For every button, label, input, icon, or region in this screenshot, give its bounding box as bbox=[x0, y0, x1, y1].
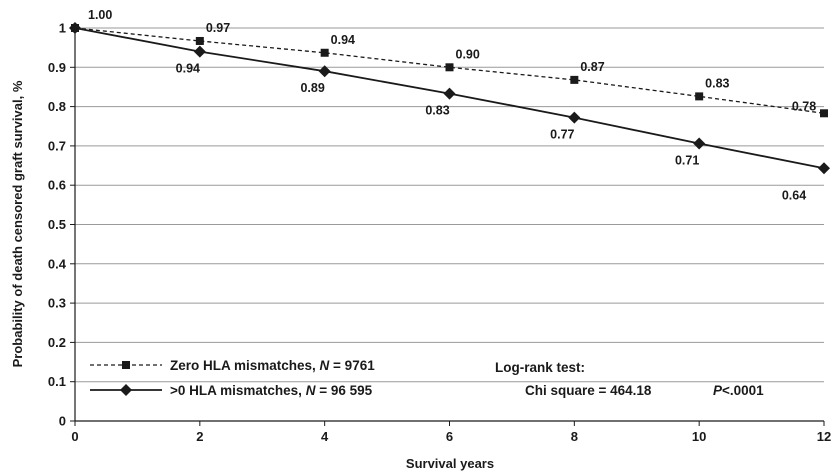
data-label: 0.87 bbox=[580, 60, 604, 74]
data-point-diamond bbox=[69, 22, 81, 34]
legend-marker-diamond bbox=[120, 384, 132, 396]
data-point-diamond bbox=[318, 65, 331, 78]
log-rank-title: Log-rank test: bbox=[495, 360, 585, 375]
p-value-number: <.0001 bbox=[722, 383, 764, 398]
y-tick-label: 0.5 bbox=[48, 217, 66, 232]
data-label: 0.97 bbox=[206, 21, 230, 35]
p-value: P<.0001 bbox=[713, 383, 764, 398]
legend-label-zero-n: N bbox=[320, 358, 330, 373]
data-point-diamond bbox=[693, 137, 706, 150]
series-markers bbox=[69, 22, 830, 175]
log-rank-annotation: Log-rank test: Chi square = 464.18 P<.00… bbox=[495, 360, 764, 398]
data-label: 0.64 bbox=[782, 188, 806, 202]
data-label: 0.78 bbox=[792, 99, 816, 113]
data-point-square bbox=[320, 48, 329, 57]
x-tick-label: 0 bbox=[71, 429, 78, 444]
x-axis-title: Survival years bbox=[406, 456, 494, 471]
x-tick-label: 8 bbox=[571, 429, 578, 444]
legend-label-zero-prefix: Zero HLA mismatches, bbox=[170, 358, 320, 373]
legend-label-any-n: N bbox=[306, 383, 316, 398]
x-tick-label: 10 bbox=[692, 429, 706, 444]
y-tick-label: 1 bbox=[59, 21, 66, 36]
data-point-square bbox=[570, 75, 579, 84]
data-label: 0.83 bbox=[425, 104, 449, 118]
legend-marker-square bbox=[122, 361, 130, 369]
data-point-square bbox=[695, 92, 704, 101]
x-axis-ticks: 0 2 4 6 8 10 12 bbox=[71, 421, 831, 444]
data-point-diamond bbox=[818, 162, 830, 175]
y-axis-ticks: 0 0.1 0.2 0.3 0.4 0.5 0.6 0.7 0.8 0.9 1 bbox=[48, 21, 75, 429]
data-point-square bbox=[445, 63, 454, 72]
x-tick-label: 2 bbox=[196, 429, 203, 444]
y-tick-label: 0.4 bbox=[48, 256, 67, 271]
legend-label-any-prefix: >0 HLA mismatches, bbox=[170, 383, 306, 398]
y-tick-label: 0.7 bbox=[48, 138, 66, 153]
x-tick-label: 4 bbox=[321, 429, 329, 444]
data-label: 0.89 bbox=[300, 81, 324, 95]
data-label: 0.83 bbox=[705, 76, 729, 90]
y-tick-label: 0.2 bbox=[48, 335, 66, 350]
y-tick-label: 0.9 bbox=[48, 60, 66, 75]
data-label: 0.94 bbox=[331, 33, 355, 47]
legend-label-zero-mismatch: Zero HLA mismatches, N = 9761 bbox=[170, 358, 375, 373]
data-point-square bbox=[820, 109, 828, 118]
legend-label-zero-suffix: = 9761 bbox=[329, 358, 375, 373]
data-label: 0.90 bbox=[456, 47, 480, 61]
p-value-symbol: P bbox=[713, 383, 723, 398]
y-tick-label: 0.6 bbox=[48, 178, 66, 193]
data-label: 1.00 bbox=[88, 8, 112, 22]
y-tick-label: 0 bbox=[59, 414, 66, 429]
legend: Zero HLA mismatches, N = 9761 >0 HLA mis… bbox=[90, 358, 375, 398]
y-tick-label: 0.8 bbox=[48, 99, 66, 114]
data-point-diamond bbox=[443, 87, 456, 100]
data-label: 0.77 bbox=[550, 128, 574, 142]
x-tick-label: 6 bbox=[446, 429, 453, 444]
y-tick-label: 0.1 bbox=[48, 374, 66, 389]
legend-label-any-suffix: = 96 595 bbox=[315, 383, 372, 398]
legend-label-any-mismatch: >0 HLA mismatches, N = 96 595 bbox=[170, 383, 373, 398]
data-point-square bbox=[195, 36, 204, 45]
y-tick-label: 0.3 bbox=[48, 296, 66, 311]
data-label: 0.94 bbox=[176, 62, 200, 76]
data-labels: 1.00 0.97 0.94 0.90 0.87 0.83 0.78 0.94 0.89 0.83… bbox=[88, 8, 816, 202]
data-point-diamond bbox=[193, 45, 206, 58]
y-axis-title: Probability of death censored graft surv… bbox=[10, 80, 25, 367]
data-point-diamond bbox=[568, 111, 581, 124]
chi-square-value: Chi square = 464.18 bbox=[525, 383, 652, 398]
data-label: 0.71 bbox=[675, 154, 699, 168]
x-tick-label: 12 bbox=[817, 429, 831, 444]
